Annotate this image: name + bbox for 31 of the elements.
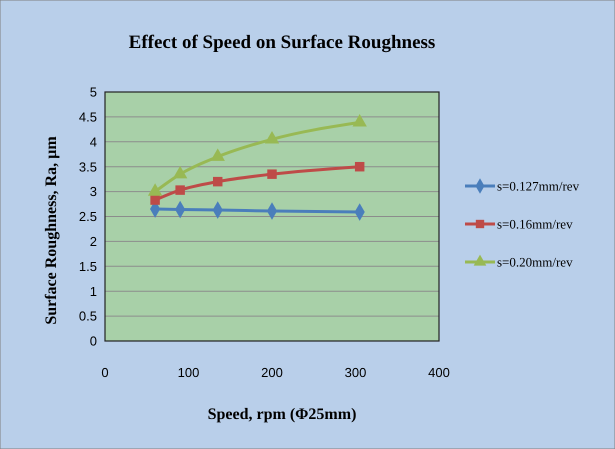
y-tick-label: 5	[90, 84, 97, 100]
point	[352, 114, 367, 127]
x-tick-label: 400	[428, 365, 450, 380]
point	[354, 162, 364, 172]
y-axis-title: Surface Roughness, Ra, µm	[43, 136, 60, 325]
point	[172, 166, 188, 178]
y-tick-label: 2	[90, 234, 97, 249]
y-tick-label: 1	[90, 284, 97, 299]
y-tick-label: 0	[90, 334, 97, 349]
y-tick-label: 4.5	[78, 109, 97, 124]
y-tick-label: 2.5	[78, 209, 97, 224]
point	[212, 176, 222, 186]
chart-title: Effect of Speed on Surface Roughness	[128, 32, 436, 53]
legend-label: s=0.20mm/rev	[497, 254, 574, 270]
x-tick-label: 100	[178, 365, 200, 380]
y-tick-label: 3.5	[78, 159, 97, 174]
point	[264, 130, 280, 144]
point	[210, 148, 225, 161]
x-axis-title: Speed, rpm (Φ25mm)	[208, 406, 356, 423]
point	[175, 185, 185, 195]
x-tick-label: 0	[101, 365, 109, 380]
x-tick-label: 200	[261, 365, 283, 380]
y-tick-label: 4	[90, 134, 97, 150]
point	[150, 195, 160, 205]
y-tick-label: 0.5	[78, 308, 97, 324]
y-tick-label: 3	[90, 184, 97, 200]
x-tick-label: 300	[344, 365, 366, 380]
legend-label: s=0.127mm/rev	[497, 178, 580, 194]
point	[267, 169, 277, 179]
y-tick-label: 1.5	[78, 258, 97, 274]
legend-label: s=0.16mm/rev	[497, 216, 574, 232]
